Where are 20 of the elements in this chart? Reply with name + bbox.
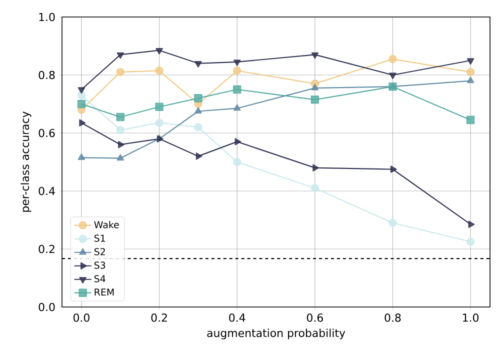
x-tick-label: 0.0 [73,314,90,322]
legend-label: S2 [94,248,105,256]
y-tick-label: 0.2 [38,244,54,254]
x-tick-label: 1.0 [463,314,479,322]
legend-label: S1 [94,234,106,242]
y-axis-title: per-class accuracy [20,112,32,212]
y-tick-label: 0.6 [38,128,55,138]
y-tick-label: 0.8 [38,70,55,80]
y-tick-label: 0.0 [38,302,55,312]
y-tick-label: 1.0 [39,12,55,22]
legend-label: Wake [94,220,119,228]
y-tick-label: 0.4 [38,186,55,196]
x-axis-title: augmentation probability [207,328,346,340]
legend-label: REM [94,288,114,296]
x-tick-label: 0.4 [229,314,246,322]
legend-label: S4 [94,275,106,282]
legend-label: S3 [94,262,106,269]
x-tick-label: 0.6 [306,314,323,322]
x-tick-label: 0.8 [384,314,401,322]
x-tick-label: 0.2 [151,314,167,322]
